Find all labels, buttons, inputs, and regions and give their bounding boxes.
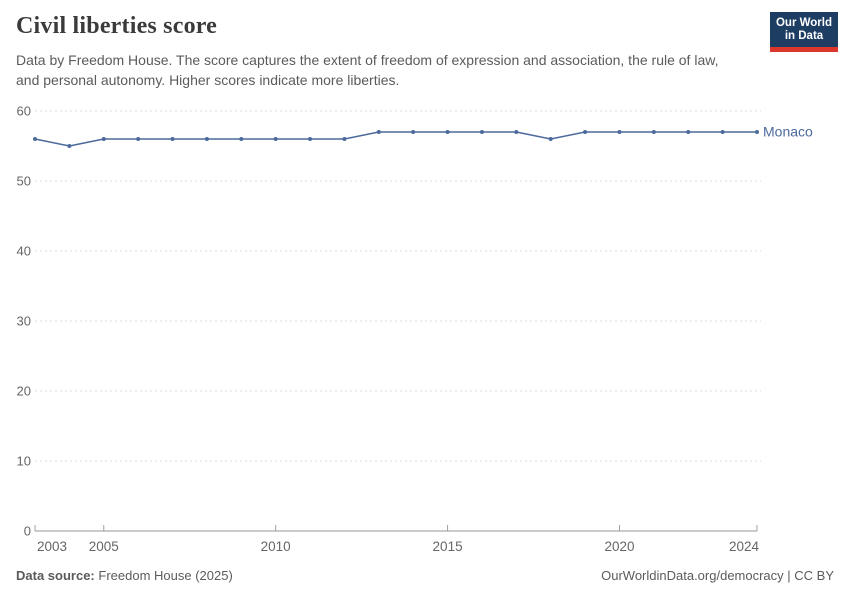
data-point-2023[interactable] <box>720 130 725 134</box>
chart-footer: Data source: Freedom House (2025) OurWor… <box>16 568 834 583</box>
series-label-monaco[interactable]: Monaco <box>763 124 813 140</box>
y-tick-label-30: 30 <box>17 314 31 329</box>
series-line-monaco[interactable] <box>34 131 757 147</box>
data-point-2011[interactable] <box>308 137 313 141</box>
y-tick-label-20: 20 <box>17 384 31 399</box>
data-point-2006[interactable] <box>136 137 141 141</box>
data-point-2016[interactable] <box>479 130 484 134</box>
data-point-2007[interactable] <box>170 137 175 141</box>
x-tick-label-2005: 2005 <box>89 539 119 554</box>
data-point-2021[interactable] <box>651 130 656 134</box>
page-title: Civil liberties score <box>16 13 218 39</box>
chart-canvas: 0 10 20 30 40 50 60 2003 2005 2010 2015 2020 2024 Mon… <box>17 104 813 555</box>
data-point-2012[interactable] <box>342 137 347 141</box>
x-tick-label-2003: 2003 <box>37 539 67 554</box>
data-point-2009[interactable] <box>239 137 244 141</box>
data-point-2020[interactable] <box>617 130 622 134</box>
x-tick-label-2015: 2015 <box>433 539 463 554</box>
data-point-2008[interactable] <box>204 137 209 141</box>
data-point-2003[interactable] <box>33 137 37 141</box>
owid-logo-line1: Our World <box>775 17 832 29</box>
data-point-2014[interactable] <box>411 130 416 134</box>
data-source: Data source: Freedom House (2025) <box>16 568 233 583</box>
data-point-2017[interactable] <box>514 130 519 134</box>
x-tick-label-2020: 2020 <box>604 539 634 554</box>
y-tick-label-10: 10 <box>17 454 31 469</box>
owid-logo-line2: in Data <box>784 30 824 42</box>
data-point-2015[interactable] <box>445 130 450 134</box>
y-tick-label-0: 0 <box>24 524 31 539</box>
data-point-2010[interactable] <box>273 137 278 141</box>
data-source-label: Data source: <box>16 568 95 583</box>
data-point-2022[interactable] <box>686 130 691 134</box>
line-chart[interactable]: 0 10 20 30 40 50 60 2003 2005 2010 2015 2020 2024 Mon… <box>0 100 850 560</box>
data-source-value: Freedom House (2025) <box>98 568 233 583</box>
chart-subtitle: Data by Freedom House. The score capture… <box>16 52 719 88</box>
x-tick-label-2024: 2024 <box>729 539 760 554</box>
data-point-2024[interactable] <box>755 130 759 134</box>
data-point-2013[interactable] <box>376 130 381 134</box>
y-tick-label-60: 60 <box>17 104 31 119</box>
y-tick-label-50: 50 <box>17 174 31 189</box>
credit-link[interactable]: OurWorldinData.org/democracy | CC BY <box>601 568 834 583</box>
data-point-2004[interactable] <box>67 144 72 148</box>
x-tick-label-2010: 2010 <box>261 539 291 554</box>
data-point-2018[interactable] <box>548 137 553 141</box>
data-point-2019[interactable] <box>583 130 588 134</box>
y-tick-label-40: 40 <box>17 244 31 259</box>
data-point-2005[interactable] <box>101 137 106 141</box>
owid-logo: Our World in Data <box>770 12 838 52</box>
